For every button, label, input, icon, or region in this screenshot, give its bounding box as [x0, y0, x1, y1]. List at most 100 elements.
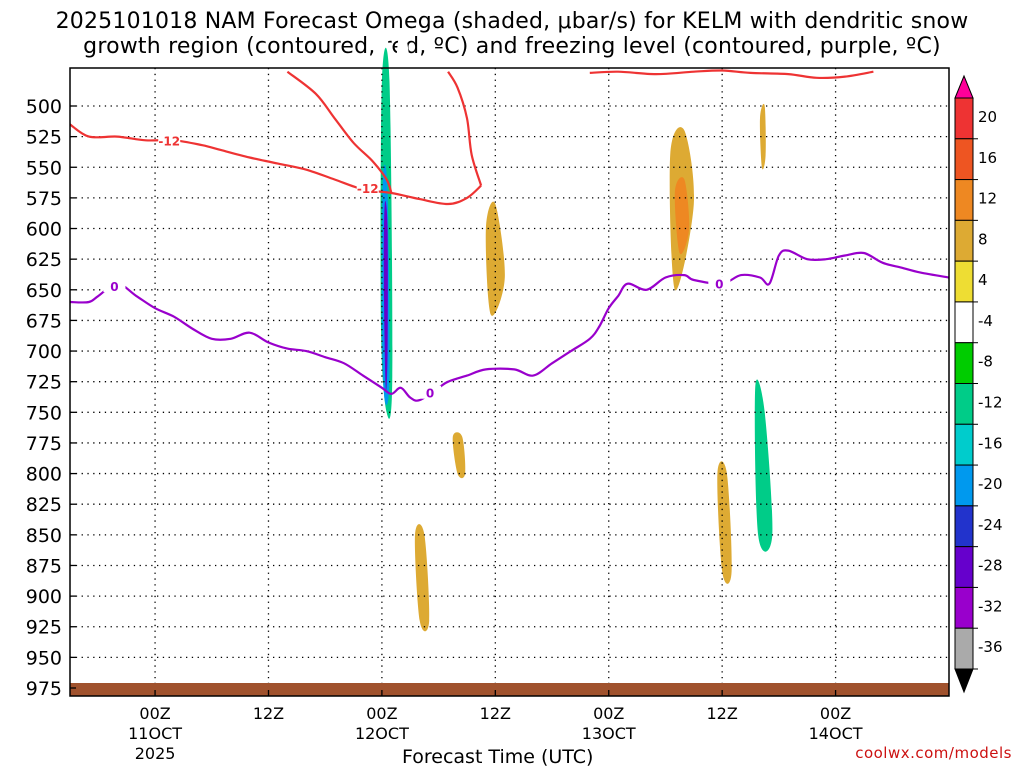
- y-tick-label: 500: [26, 96, 62, 118]
- y-tick-label: 800: [26, 464, 62, 486]
- colorbar-label: -32: [978, 597, 1003, 615]
- y-tick-label: 625: [26, 249, 62, 271]
- plot-frame: [69, 67, 950, 697]
- x-tick-label: 00Z: [593, 704, 624, 723]
- chart-title-line-2: growth region (contoured, red, ºC) and f…: [83, 34, 941, 59]
- colorbar-label: -36: [978, 638, 1003, 656]
- contour-label: -12: [357, 182, 379, 196]
- omega-region-11: [632, 204, 647, 322]
- colorbar: 20 16 12 8 4 -4 -8 -12 -16 -20 -24 -28 -32 -36: [954, 74, 1003, 694]
- colorbar-swatch: [954, 97, 974, 140]
- x-axis-title: Forecast Time (UTC): [402, 746, 594, 768]
- x-tick-label: 2025: [135, 744, 176, 763]
- x-tick-label: 12Z: [253, 704, 284, 723]
- x-tick-label: 12Z: [480, 704, 511, 723]
- contour-label: 0: [110, 280, 118, 294]
- contour-label: 0: [426, 387, 434, 401]
- y-tick-label: 775: [26, 433, 62, 455]
- colorbar-swatch: [954, 383, 974, 425]
- y-tick-label: 525: [26, 127, 62, 149]
- omega-region-16: [754, 379, 773, 552]
- colorbar-swatch: [954, 342, 974, 385]
- x-tick-label: 11OCT: [128, 724, 182, 743]
- omega-region-24: [674, 177, 690, 255]
- colorbar-label: -16: [978, 434, 1003, 452]
- y-tick-label: 950: [26, 647, 62, 669]
- omega-region-7: [383, 200, 388, 392]
- colorbar-swatch: [954, 464, 974, 507]
- colorbar-swatch: [954, 505, 974, 548]
- x-tick-label: 00Z: [366, 704, 397, 723]
- x-tick-label: 00Z: [820, 704, 851, 723]
- colorbar-swatch: [954, 546, 974, 588]
- site-credit[interactable]: coolwx.com/models: [855, 744, 1012, 762]
- x-tick-label: 00Z: [139, 704, 170, 723]
- omega-region-25: [717, 461, 732, 584]
- y-tick-label: 725: [26, 372, 62, 394]
- y-tick-label: 550: [26, 157, 62, 179]
- contour-label: -12: [158, 134, 180, 148]
- x-tick-label: 12OCT: [355, 724, 409, 743]
- colorbar-swatch: [954, 219, 974, 262]
- contour-label-bg: [158, 133, 181, 147]
- grid-lines: [70, 68, 949, 696]
- colorbar-label: -28: [978, 557, 1003, 575]
- omega-region-26: [759, 103, 766, 170]
- contour-label-bg: [356, 181, 379, 195]
- omega-region-19: [684, 524, 699, 632]
- contour-line-0: [69, 123, 482, 206]
- colorbar-label: 16: [978, 149, 997, 167]
- y-tick-label: 700: [26, 341, 62, 363]
- colorbar-swatch: [954, 301, 974, 344]
- y-tick-label: 675: [26, 310, 62, 332]
- omega-region-20: [485, 201, 505, 316]
- colorbar-label: -20: [978, 475, 1003, 493]
- colorbar-label: -8: [978, 353, 993, 371]
- omega-region-9: [211, 453, 227, 537]
- colorbar-swatch: [954, 260, 974, 303]
- colorbar-swatch: [954, 423, 974, 466]
- chart-title-line-1: 2025101018 NAM Forecast Omega (shaded, μ…: [55, 9, 969, 34]
- contour-label: 0: [715, 278, 723, 292]
- y-tick-label: 575: [26, 188, 62, 210]
- y-tick-label: 975: [26, 678, 62, 700]
- colorbar-label: 4: [978, 271, 988, 289]
- colorbar-bottom-arrow: [954, 668, 974, 694]
- y-tick-label: 850: [26, 525, 62, 547]
- colorbar-label: 12: [978, 190, 997, 208]
- x-tick-label: 13OCT: [582, 724, 636, 743]
- omega-region-18: [655, 461, 671, 584]
- y-tick-label: 650: [26, 280, 62, 302]
- contour-label-bg: [708, 276, 731, 290]
- x-tick-label: 14OCT: [809, 724, 863, 743]
- colorbar-label: 8: [978, 230, 988, 248]
- omega-region-0: [153, 63, 166, 125]
- y-tick-label: 750: [26, 402, 62, 424]
- omega-region-1: [310, 60, 333, 156]
- contour-lines: -12 -12 0 0 0: [69, 69, 950, 402]
- omega-region-3: [348, 114, 369, 350]
- colorbar-swatch: [954, 627, 974, 670]
- colorbar-swatch: [954, 179, 974, 221]
- contour-label-bg: [419, 385, 442, 399]
- x-tick-label: 12Z: [706, 704, 737, 723]
- colorbar-swatch: [954, 586, 974, 629]
- omega-region-17: [627, 390, 642, 483]
- omega-region-22: [452, 432, 466, 479]
- y-tick-label: 925: [26, 617, 62, 639]
- contour-line-4: [69, 249, 950, 402]
- omega-region-21: [414, 524, 430, 632]
- colorbar-swatch: [954, 138, 974, 181]
- y-tick-label: 875: [26, 555, 62, 577]
- colorbar-top-arrow: [954, 74, 974, 99]
- y-tick-label: 900: [26, 586, 62, 608]
- y-axis-ticks: 500 525 550 575 600 625 650 675 700 725 750 775 800 8…: [26, 96, 76, 700]
- colorbar-label: -24: [978, 516, 1003, 534]
- contour-line-1: [286, 70, 393, 194]
- ground-strip: [70, 683, 949, 696]
- contour-line-3: [589, 69, 874, 80]
- omega-region-14: [726, 326, 746, 572]
- contour-label-bg: [103, 279, 126, 293]
